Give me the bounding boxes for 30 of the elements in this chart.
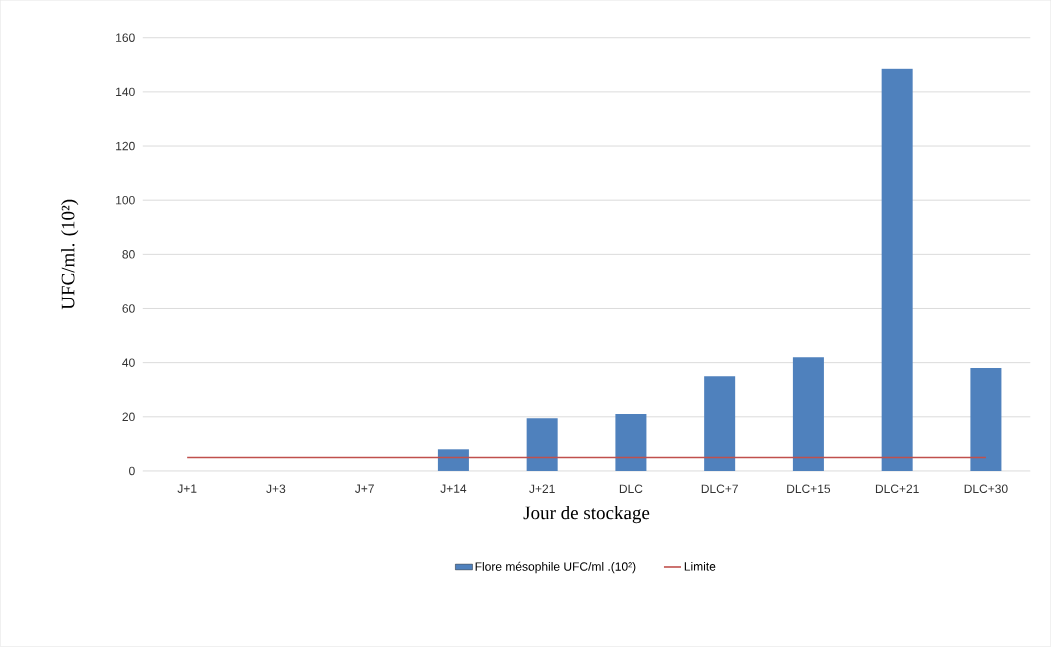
y-tick-label: 40 (122, 358, 135, 368)
legend-label: Flore mésophile UFC/ml .(10²) (475, 561, 636, 574)
x-tick-label: J+14 (440, 484, 467, 493)
bar (970, 368, 1002, 472)
x-tick-label: J+7 (355, 484, 374, 493)
bar (437, 449, 469, 472)
x-tick-label: J+1 (177, 484, 197, 493)
y-tick-label: 0 (129, 466, 135, 476)
y-tick-label: 120 (116, 141, 135, 151)
x-tick-label: DLC+15 (787, 484, 831, 494)
bar (526, 418, 558, 472)
x-tick-label: J+21 (529, 484, 555, 494)
x-tick-label: J+3 (266, 484, 286, 494)
bar (615, 414, 647, 472)
bar (704, 376, 736, 472)
x-tick-label: DLC+7 (701, 484, 738, 494)
y-tick-label: 20 (122, 412, 135, 422)
y-tick-label: 160 (116, 33, 135, 43)
y-tick-label: 140 (116, 87, 135, 97)
x-tick-label: DLC (619, 484, 643, 494)
y-axis-title: UFC/ml. (10²) (61, 199, 79, 310)
x-tick-label: DLC+30 (964, 484, 1008, 494)
bar (881, 68, 913, 472)
x-tick-label: DLC+21 (875, 484, 919, 494)
bar (792, 357, 824, 472)
y-tick-label: 80 (122, 250, 135, 259)
legend-label: Limite (684, 562, 716, 571)
y-tick-label: 100 (116, 196, 135, 205)
x-axis-title: Jour de stockage (523, 506, 650, 524)
y-tick-label: 60 (122, 304, 135, 313)
